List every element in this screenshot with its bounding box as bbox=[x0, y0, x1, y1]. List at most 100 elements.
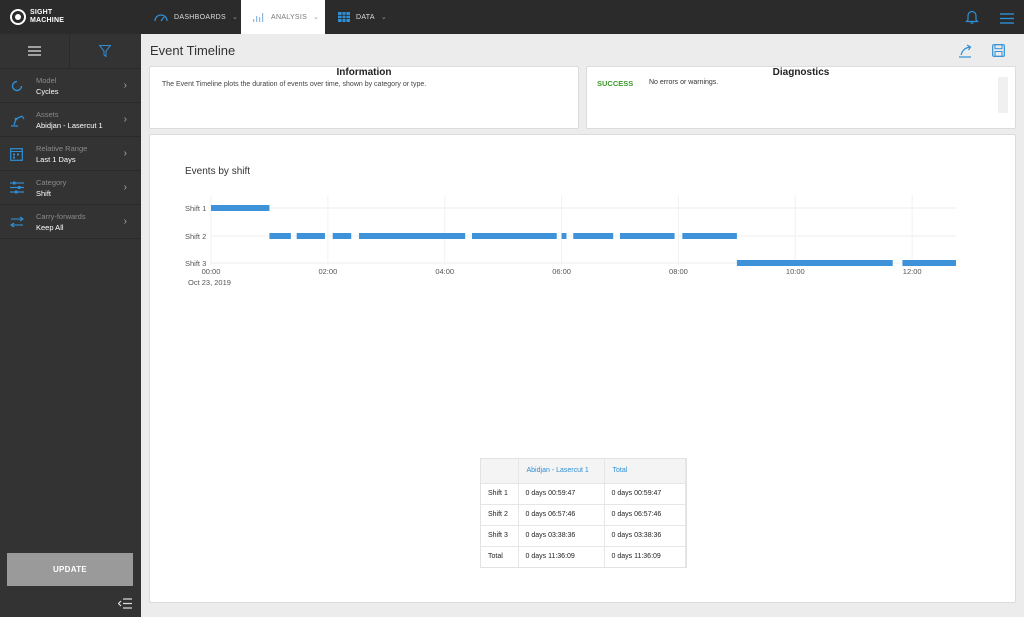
table-cell: Shift 1 bbox=[481, 482, 519, 504]
event-bar bbox=[332, 233, 352, 239]
event-bar bbox=[296, 233, 325, 239]
sidebar-item-value: Last 1 Days bbox=[36, 155, 76, 164]
table-header-cell bbox=[481, 459, 519, 483]
chevron-down-icon: ⌄ bbox=[232, 14, 239, 21]
table-grid-icon bbox=[338, 12, 350, 22]
logo-line-2: MACHINE bbox=[30, 17, 65, 24]
chevron-down-icon: ⌄ bbox=[313, 14, 320, 21]
table-cell: Shift 3 bbox=[481, 524, 519, 546]
bell-icon[interactable] bbox=[965, 9, 979, 29]
share-icon[interactable] bbox=[958, 44, 972, 63]
chevron-right-icon: › bbox=[123, 182, 127, 193]
diagnostics-status: SUCCESS bbox=[597, 79, 634, 88]
collapse-sidebar-icon[interactable] bbox=[117, 596, 132, 614]
event-bar bbox=[359, 233, 466, 239]
table-header-cell[interactable]: Total bbox=[604, 459, 686, 483]
sidebar-item-value: Abidjan - Lasercut 1 bbox=[36, 121, 103, 130]
refresh-icon bbox=[10, 79, 24, 98]
save-icon[interactable] bbox=[992, 44, 1005, 62]
shift-duration-table: Abidjan - Lasercut 1 Total Shift 1 0 day… bbox=[481, 459, 686, 567]
x-tick-label: 02:00 bbox=[318, 267, 337, 276]
table-row: Shift 1 0 days 00:59:47 0 days 00:59:47 bbox=[481, 482, 686, 504]
x-tick-label: 06:00 bbox=[552, 267, 571, 276]
diagnostics-card: Diagnostics SUCCESS No errors or warning… bbox=[586, 66, 1016, 129]
x-tick-label: 10:00 bbox=[786, 267, 805, 276]
table-row: Shift 3 0 days 03:38:36 0 days 03:38:36 bbox=[481, 524, 686, 546]
table-cell: 0 days 11:36:09 bbox=[604, 545, 686, 567]
table-header-cell[interactable]: Abidjan - Lasercut 1 bbox=[518, 459, 605, 483]
table-header-row: Abidjan - Lasercut 1 Total bbox=[481, 459, 686, 483]
tab-analysis-label: ANALYSIS bbox=[271, 13, 308, 21]
sidebar-item-relative-range[interactable]: Relative Range Last 1 Days › bbox=[0, 137, 141, 171]
diagnostics-scrollbar[interactable] bbox=[998, 77, 1008, 113]
filter-icon bbox=[99, 45, 111, 57]
diagnostics-title: Diagnostics bbox=[772, 67, 830, 78]
x-tick-label: 08:00 bbox=[669, 267, 688, 276]
chart-title: Events by shift bbox=[185, 166, 251, 177]
x-tick-label: 04:00 bbox=[435, 267, 454, 276]
information-card: Information The Event Timeline plots the… bbox=[149, 66, 579, 129]
tab-dashboards[interactable]: DASHBOARDS ⌄ bbox=[150, 0, 240, 34]
hamburger-menu-icon[interactable] bbox=[1000, 11, 1014, 29]
y-category-label: Shift 2 bbox=[185, 232, 206, 241]
event-bar bbox=[736, 260, 893, 266]
table-cell: 0 days 06:57:46 bbox=[518, 503, 605, 525]
event-bar bbox=[902, 260, 956, 266]
hamburger-icon bbox=[28, 46, 41, 56]
sidebar-item-category[interactable]: Category Shift › bbox=[0, 171, 141, 205]
sidebar-item-label: Assets bbox=[36, 110, 59, 119]
x-tick-label: 12:00 bbox=[903, 267, 922, 276]
table-cell: Shift 2 bbox=[481, 503, 519, 525]
sidebar-item-label: Category bbox=[36, 178, 67, 187]
sidebar-item-model[interactable]: Model Cycles › bbox=[0, 69, 141, 103]
sidebar-item-value: Cycles bbox=[36, 87, 59, 96]
sidebar-header bbox=[0, 34, 141, 69]
page-title: Event Timeline bbox=[150, 43, 236, 58]
bar-chart-icon bbox=[253, 12, 265, 22]
sidebar-item-assets[interactable]: Assets Abidjan - Lasercut 1 › bbox=[0, 103, 141, 137]
tab-dashboards-label: DASHBOARDS bbox=[174, 13, 227, 21]
tab-analysis[interactable]: ANALYSIS ⌄ bbox=[241, 0, 325, 34]
sidebar-item-label: Carry-forwards bbox=[36, 212, 86, 221]
robot-arm-icon bbox=[10, 113, 25, 132]
sidebar-menu-button[interactable] bbox=[0, 34, 70, 68]
table-cell: 0 days 03:38:36 bbox=[518, 524, 605, 546]
table-cell: 0 days 00:59:47 bbox=[518, 482, 605, 504]
tab-data[interactable]: DATA ⌄ bbox=[338, 0, 418, 34]
table-cell: 0 days 00:59:47 bbox=[604, 482, 686, 504]
chevron-right-icon: › bbox=[123, 148, 127, 159]
logo-line-1: SIGHT bbox=[30, 9, 53, 16]
chevron-right-icon: › bbox=[123, 80, 127, 91]
sidebar: Model Cycles › Assets Abidjan - Lasercut… bbox=[0, 34, 141, 617]
transfer-icon bbox=[10, 215, 24, 233]
chevron-down-icon: ⌄ bbox=[380, 14, 388, 21]
x-tick-label: 00:00 bbox=[202, 267, 221, 276]
logo-mark-icon bbox=[10, 9, 26, 25]
table-row: Shift 2 0 days 06:57:46 0 days 06:57:46 bbox=[481, 503, 686, 525]
sidebar-item-value: Keep All bbox=[36, 223, 64, 232]
y-category-label: Shift 3 bbox=[185, 259, 206, 268]
information-text: The Event Timeline plots the duration of… bbox=[162, 81, 427, 88]
sidebar-item-label: Relative Range bbox=[36, 144, 88, 153]
update-button[interactable]: UPDATE bbox=[7, 553, 133, 586]
sight-machine-logo[interactable]: SIGHT MACHINE bbox=[10, 8, 70, 26]
sidebar-filter-button[interactable] bbox=[70, 34, 140, 68]
sidebar-item-carry-forwards[interactable]: Carry-forwards Keep All › bbox=[0, 205, 141, 239]
information-title: Information bbox=[336, 67, 392, 78]
y-category-label: Shift 1 bbox=[185, 204, 206, 213]
event-bar bbox=[573, 233, 614, 239]
x-date-label: Oct 23, 2019 bbox=[188, 278, 231, 287]
table-row: Total 0 days 11:36:09 0 days 11:36:09 bbox=[481, 545, 686, 567]
table-cell: 0 days 11:36:09 bbox=[518, 545, 605, 567]
diagnostics-message: No errors or warnings. bbox=[649, 79, 719, 86]
top-bar: SIGHT MACHINE DASHBOARDS ⌄ ANALYSIS ⌄ DA… bbox=[0, 0, 1024, 34]
chart-card: Events by shift Shift 1 Shift 2 Shift 3 00:… bbox=[149, 134, 1016, 603]
event-bar bbox=[620, 233, 675, 239]
event-bar bbox=[269, 233, 291, 239]
sidebar-item-label: Model bbox=[36, 76, 57, 85]
sliders-icon bbox=[10, 181, 24, 199]
tab-data-label: DATA bbox=[356, 13, 375, 21]
event-bar bbox=[211, 205, 270, 211]
table-cell: Total bbox=[481, 545, 519, 567]
event-bar bbox=[561, 233, 567, 239]
